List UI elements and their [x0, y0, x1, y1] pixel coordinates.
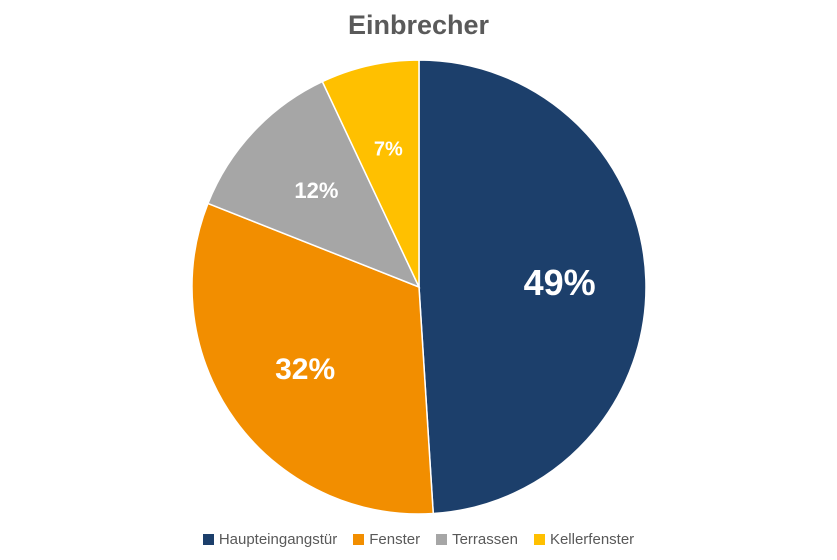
legend-item-fenster: Fenster — [353, 531, 420, 548]
legend-label-terrassen: Terrassen — [452, 531, 518, 548]
pie-slice-kellerfenster — [321, 59, 420, 288]
data-label-fenster: 32% — [275, 353, 335, 386]
chart-title: Einbrecher — [347, 10, 490, 40]
legend-label-haupteingangstuer: Haupteingangstür — [218, 531, 338, 548]
legend-swatch-kellerfenster — [533, 534, 545, 545]
data-label-haupteingangstuer: 49% — [524, 262, 596, 303]
legend-swatch-haupteingangstuer — [202, 534, 214, 545]
pie-slice-fenster — [191, 202, 435, 515]
legend-swatch-fenster — [353, 534, 365, 545]
data-label-kellerfenster: 7% — [374, 139, 403, 161]
legend-label-fenster: Fenster — [369, 531, 421, 548]
data-label-terrassen: 12% — [294, 178, 338, 203]
legend-item-kellerfenster: Kellerfenster — [533, 531, 635, 548]
legend-item-terrassen: Terrassen — [436, 531, 518, 548]
legend-item-haupteingangstuer: Haupteingangstür — [202, 531, 338, 548]
pie-slice-haupteingangstuer — [418, 59, 647, 515]
legend-label-kellerfenster: Kellerfenster — [549, 531, 635, 548]
pie-slice-terrassen — [206, 80, 421, 289]
legend-swatch-terrassen — [436, 534, 448, 545]
legend: Haupteingangstür Fenster Terrassen Kelle… — [0, 531, 837, 548]
